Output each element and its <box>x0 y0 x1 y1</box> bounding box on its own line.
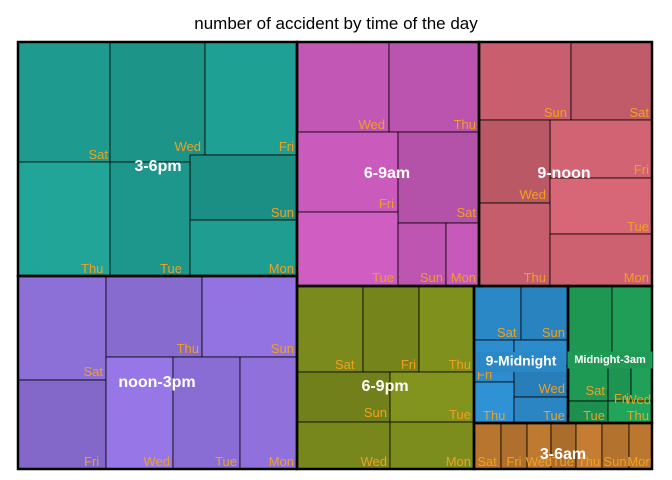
cell-label-9-noon-sat: Sat <box>629 105 649 120</box>
group-label-3-6pm: 3-6pm <box>134 158 181 175</box>
cell-label-9-noon-thu: Thu <box>524 270 546 285</box>
cell-label-6-9am-mon: Mon <box>451 270 476 285</box>
group-label-noon-3pm: noon-3pm <box>118 374 195 391</box>
cell-9-midnight-tue <box>513 396 569 424</box>
cell-label-noon-3pm-mon: Mon <box>269 454 294 469</box>
cell-label-noon-3pm-wed: Wed <box>144 454 171 469</box>
cell-label-midnight-3am-thu: Thu <box>627 408 649 423</box>
cell-6-9pm-fri <box>362 285 420 373</box>
cell-midnight-3am-sat <box>567 365 609 402</box>
cell-label-3-6pm-sun: Sun <box>271 205 294 220</box>
group-label-9-midnight: 9-Midnight <box>486 353 557 369</box>
cell-label-noon-3pm-sat: Sat <box>83 364 103 379</box>
cell-noon-3pm-sun <box>201 275 298 358</box>
cell-label-3-6pm-wed: Wed <box>175 139 202 154</box>
cell-label-9-midnight-tue: Tue <box>543 408 565 423</box>
cell-label-midnight-3am-tue: Tue <box>583 408 605 423</box>
group-border-3-6am <box>472 421 654 471</box>
cell-noon-3pm-mon <box>239 356 298 470</box>
cell-9-midnight-sun <box>520 285 569 341</box>
cell-label-6-9pm-tue: Tue <box>449 407 471 422</box>
cell-label-6-9pm-fri: Fri <box>401 357 416 372</box>
group-label-6-9pm: 6-9pm <box>361 378 408 395</box>
cell-label-3-6pm-fri: Fri <box>279 139 294 154</box>
cell-label-3-6am-wed: Wed <box>526 454 553 469</box>
cell-label-9-noon-tue: Tue <box>627 219 649 234</box>
cell-label-6-9pm-thu: Thu <box>449 357 471 372</box>
cell-label-6-9am-sun: Sun <box>420 270 443 285</box>
cell-label-midnight-3am-fri: Fri <box>614 391 629 406</box>
cell-label-9-noon-fri: Fri <box>634 162 649 177</box>
cell-label-3-6am-thu: Thu <box>578 454 600 469</box>
cell-9-midnight-sat <box>473 285 522 341</box>
cell-label-9-midnight-thu: Thu <box>483 408 505 423</box>
group-label-bg-9-midnight <box>476 352 566 372</box>
cell-9-noon-mon <box>549 233 653 287</box>
cell-label-6-9pm-sun: Sun <box>364 405 387 420</box>
chart-title: number of accident by time of the day <box>194 14 478 33</box>
cell-label-3-6am-sat: Sat <box>477 454 497 469</box>
cell-label-9-midnight-wed: Wed <box>539 381 566 396</box>
cell-label-3-6pm-thu: Thu <box>81 261 103 276</box>
group-label-midnight-3am: Midnight-3am <box>574 354 646 366</box>
cell-3-6am-tue <box>550 422 577 470</box>
cell-label-6-9am-tue: Tue <box>372 270 394 285</box>
cell-6-9pm-tue <box>389 371 475 423</box>
cell-label-6-9pm-sat: Sat <box>335 357 355 372</box>
cell-label-midnight-3am-wed: Wed <box>625 392 652 407</box>
cell-3-6pm-tue <box>109 161 191 277</box>
cell-6-9pm-thu <box>418 285 475 373</box>
cell-9-noon-sat <box>570 41 653 121</box>
cell-label-9-noon-sun: Sun <box>544 105 567 120</box>
cell-6-9am-fri <box>296 131 399 213</box>
cell-label-6-9am-thu: Thu <box>454 117 476 132</box>
cell-label-3-6am-sun: Sun <box>603 454 626 469</box>
cell-label-6-9am-sat: Sat <box>456 205 476 220</box>
group-label-3-6am: 3-6am <box>540 446 586 463</box>
cell-label-3-6am-mon: Mon <box>627 454 652 469</box>
cell-3-6pm-thu <box>17 161 111 277</box>
cell-label-6-9am-fri: Fri <box>379 196 394 211</box>
cell-label-9-midnight-sat: Sat <box>497 325 517 340</box>
cell-label-noon-3pm-sun: Sun <box>271 341 294 356</box>
cell-label-midnight-3am-sat: Sat <box>585 383 605 398</box>
cell-label-noon-3pm-fri: Fri <box>84 454 99 469</box>
cell-noon-3pm-fri <box>17 379 107 470</box>
cell-label-6-9pm-wed: Wed <box>361 454 388 469</box>
cell-label-3-6am-tue: Tue <box>552 454 574 469</box>
group-label-bg-midnight-3am <box>567 351 653 369</box>
group-label-6-9am: 6-9am <box>364 165 410 182</box>
cell-label-noon-3pm-thu: Thu <box>177 341 199 356</box>
cell-label-3-6pm-sat: Sat <box>88 147 108 162</box>
cell-label-3-6pm-tue: Tue <box>160 261 182 276</box>
group-label-9-noon: 9-noon <box>537 165 590 182</box>
cell-label-3-6pm-mon: Mon <box>269 261 294 276</box>
cell-label-9-noon-wed: Wed <box>520 187 547 202</box>
cell-label-9-midnight-sun: Sun <box>542 325 565 340</box>
cell-label-6-9pm-mon: Mon <box>446 454 471 469</box>
cell-9-noon-fri <box>549 119 653 179</box>
cell-9-noon-sun <box>478 41 572 121</box>
cell-6-9pm-mon <box>389 421 475 470</box>
cell-label-3-6am-fri: Fri <box>506 454 521 469</box>
cell-6-9pm-sun <box>296 371 391 423</box>
cell-label-noon-3pm-tue: Tue <box>215 454 237 469</box>
cell-3-6pm-sat <box>17 41 111 163</box>
cell-9-noon-wed <box>478 119 551 204</box>
cell-6-9am-thu <box>388 41 480 133</box>
cell-label-6-9am-wed: Wed <box>359 117 386 132</box>
cell-6-9am-sat <box>397 131 480 224</box>
cell-6-9am-mon <box>445 222 480 287</box>
cell-6-9am-tue <box>296 211 399 287</box>
cell-noon-3pm-tue <box>172 356 241 470</box>
cell-label-9-noon-mon: Mon <box>624 270 649 285</box>
